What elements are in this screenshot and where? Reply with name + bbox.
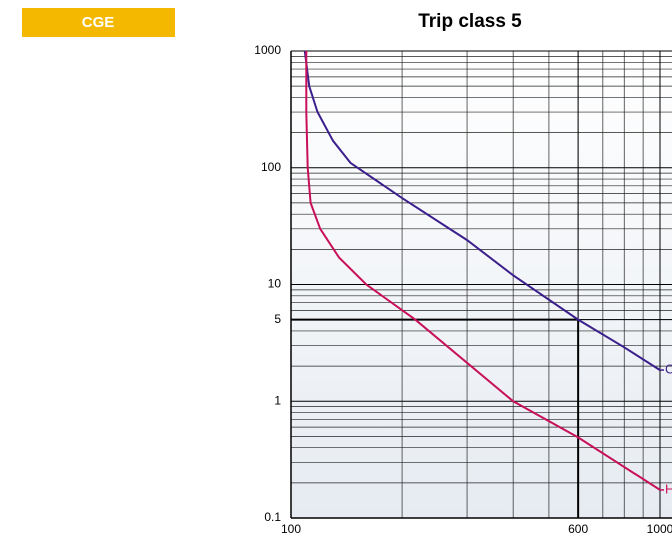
x-tick-label: 1000: [647, 522, 672, 536]
y-tick-label: 100: [261, 160, 281, 174]
badge-bg: [22, 8, 175, 37]
y-tick-label: 0.1: [264, 510, 281, 524]
series-label: H: [665, 481, 672, 496]
y-tick-label: 10: [268, 277, 282, 291]
y-tick-label: 1: [274, 393, 281, 407]
y-tick-label: 5: [274, 312, 281, 326]
x-tick-label: 100: [281, 522, 301, 536]
x-tick-label: 600: [568, 522, 588, 536]
badge: CGE: [82, 14, 115, 31]
chart-title: Trip class 5: [418, 11, 522, 32]
series-label: C: [665, 361, 672, 376]
curve: [305, 51, 661, 491]
y-tick-label: 1000: [254, 43, 281, 57]
curve: [303, 50, 661, 371]
